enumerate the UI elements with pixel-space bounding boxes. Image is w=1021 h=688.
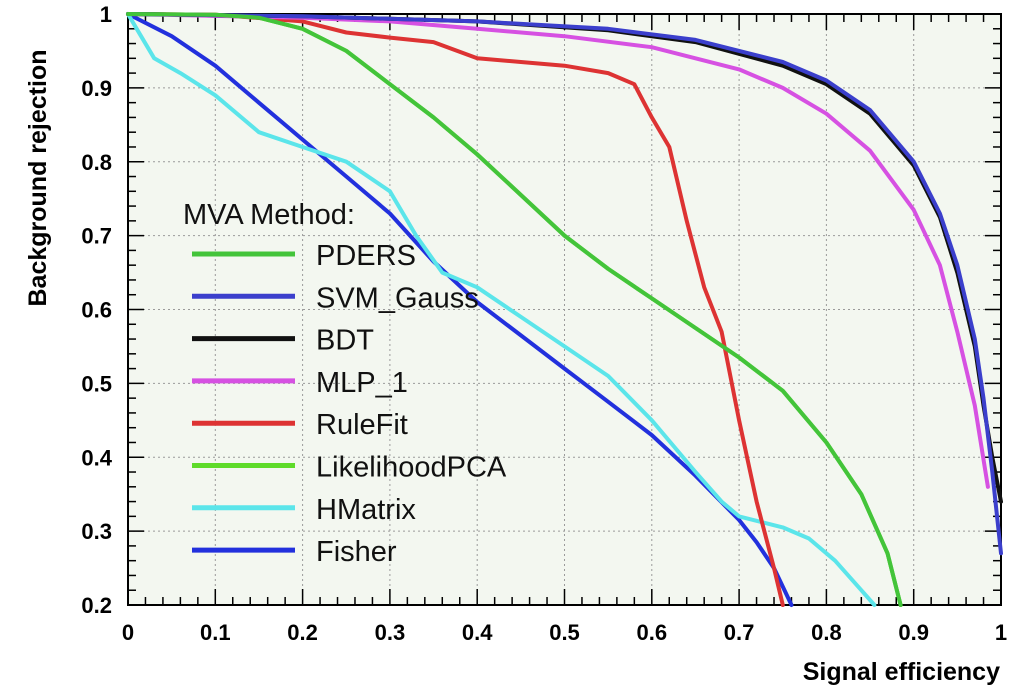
legend-entry-label: SVM_Gauss: [316, 282, 479, 314]
series-line-fisher: [126, 12, 794, 607]
series-line-svm-gauss: [126, 12, 1003, 556]
y-tick-label: 0.6: [81, 298, 112, 323]
x-tick-label: 0.7: [724, 620, 755, 645]
series-line-mlp-1: [126, 12, 990, 489]
y-axis-title: Background rejection: [24, 50, 52, 307]
y-tick-label: 0.2: [81, 593, 112, 618]
x-tick-label: 0: [122, 620, 134, 645]
y-tick-label: 0.8: [81, 150, 112, 175]
series-line-hmatrix: [126, 12, 877, 607]
series-lines: [126, 12, 1003, 607]
y-tick-label: 0.4: [81, 445, 112, 470]
x-tick-label: 0.3: [375, 620, 406, 645]
x-tick-label: 0.8: [811, 620, 842, 645]
grid: [128, 14, 1001, 605]
x-tick-label: 1: [995, 620, 1007, 645]
x-tick-label: 0.1: [200, 620, 231, 645]
x-axis-title: Signal efficiency: [803, 658, 1000, 686]
x-tick-label: 0.4: [462, 620, 493, 645]
x-tick-label: 0.9: [898, 620, 929, 645]
y-tick-label: 0.7: [81, 224, 112, 249]
tick-labels: 0 0.1 0.2 0.3 0.4 0.5 0.6 0.7 0.8 0.9 1 0.2 0.3 0.4 0.…: [81, 2, 1007, 645]
y-tick-label: 0.3: [81, 519, 112, 544]
y-tick-label: 0.9: [81, 76, 112, 101]
x-tick-label: 0.2: [287, 620, 318, 645]
legend: MVA Method: PDERS SVM_Gauss BDT MLP_1 RuleFi…: [183, 199, 507, 568]
series-line-pders: [126, 12, 903, 607]
legend-title: MVA Method:: [183, 199, 355, 231]
legend-entry-label: LikelihoodPCA: [316, 452, 507, 484]
x-tick-label: 0.6: [637, 620, 668, 645]
legend-entry-label: RuleFit: [316, 409, 408, 441]
legend-entry-label: PDERS: [316, 240, 416, 272]
legend-entry-label: HMatrix: [316, 494, 416, 526]
legend-entry-label: Fisher: [316, 536, 397, 568]
y-tick-label: 1: [100, 2, 112, 27]
series-line-rulefit: [126, 12, 785, 607]
legend-entry-label: MLP_1: [316, 367, 408, 399]
legend-entry-label: BDT: [316, 325, 374, 357]
y-tick-label: 0.5: [81, 371, 112, 396]
x-tick-label: 0.5: [549, 620, 580, 645]
